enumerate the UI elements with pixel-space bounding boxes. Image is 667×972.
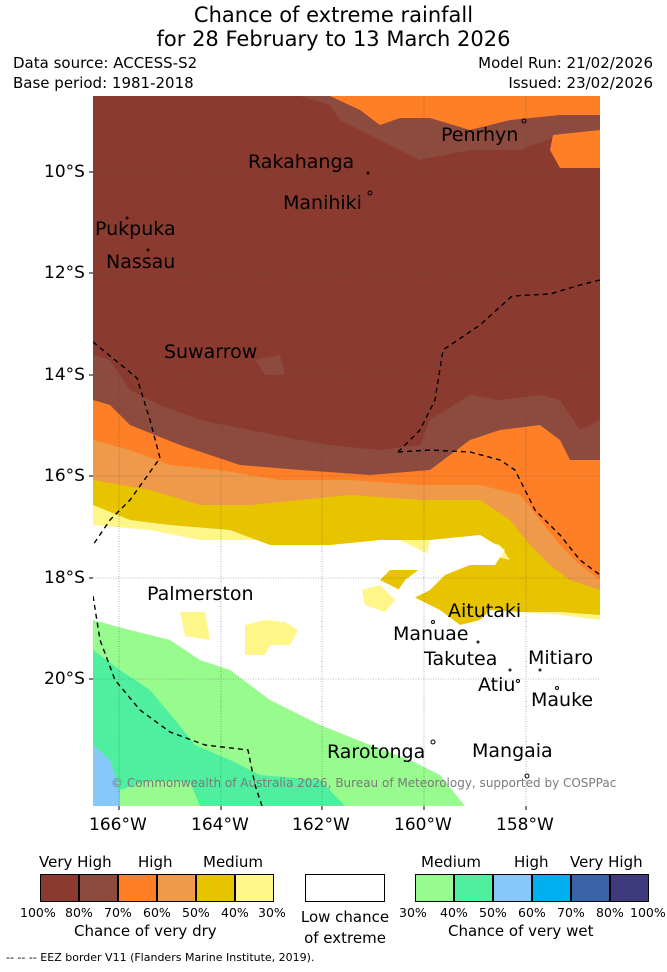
place-atiu: Atiu — [478, 674, 516, 696]
eez-border — [93, 279, 600, 806]
wet-header-medium: Medium — [421, 853, 481, 871]
wet-band-40 — [93, 650, 345, 806]
place-manihiki: Manihiki — [283, 192, 362, 214]
wet-swatch-70-80 — [571, 874, 610, 902]
model-run: Model Run: 21/02/2026 — [478, 54, 653, 72]
lon-tick-164w: 164°W — [191, 815, 249, 835]
probability-fields — [93, 96, 600, 806]
place-nassau: Nassau — [106, 251, 176, 273]
lat-tick-14s: 14°S — [44, 365, 85, 385]
place-suwarrow: Suwarrow — [164, 341, 258, 363]
wet-header-very-high: Very High — [570, 853, 643, 871]
place-penrhyn: Penrhyn — [441, 124, 519, 146]
dry-swatch-70-80 — [79, 874, 118, 902]
wet-pct-2: 50% — [479, 905, 507, 920]
lon-tick-162w: 162°W — [292, 815, 350, 835]
base-period: Base period: 1981-2018 — [13, 74, 194, 92]
place-manuae: Manuae — [393, 623, 469, 645]
wet-pct-4: 70% — [557, 905, 585, 920]
lon-tick-160w: 160°W — [394, 815, 452, 835]
neutral-swatch — [305, 874, 385, 902]
dry-swatch-30-40 — [235, 874, 274, 902]
wet-swatch-60-70 — [532, 874, 571, 902]
lat-tick-12s: 12°S — [44, 263, 85, 283]
place-rakahanga: Rakahanga — [248, 151, 355, 173]
lon-tick-166w: 166°W — [89, 815, 147, 835]
map-title-line1: Chance of extreme rainfall — [193, 3, 474, 27]
dry-swatch-60-70 — [118, 874, 157, 902]
axis-ticks — [89, 171, 527, 810]
dry-pct-3: 60% — [143, 905, 171, 920]
dry-pct-1: 80% — [65, 905, 93, 920]
place-rarotonga: Rarotonga — [327, 741, 426, 763]
dry-header-medium: Medium — [203, 853, 263, 871]
copyright-notice: © Commonwealth of Australia 2026, Bureau… — [111, 776, 617, 790]
dry-pct-4: 50% — [182, 905, 210, 920]
wet-swatch-40-50 — [454, 874, 493, 902]
wet-pct-3: 60% — [518, 905, 546, 920]
dry-swatch-50-60 — [157, 874, 196, 902]
dry-header-very-high: Very High — [39, 853, 112, 871]
dry-header-high: High — [138, 853, 173, 871]
data-source: Data source: ACCESS-S2 — [13, 54, 198, 72]
place-mitiaro: Mitiaro — [528, 647, 594, 669]
wet-pct-0: 30% — [399, 905, 427, 920]
dry-pct-2: 70% — [104, 905, 132, 920]
wet-pct-5: 80% — [596, 905, 624, 920]
wet-legend-title: Chance of very wet — [448, 922, 594, 940]
place-takutea: Takutea — [424, 648, 498, 670]
wet-swatch-30-40 — [415, 874, 454, 902]
dry-legend-title: Chance of very dry — [74, 922, 217, 940]
wet-pct-1: 40% — [440, 905, 468, 920]
lat-tick-18s: 18°S — [44, 568, 85, 588]
dry-swatch-40-50 — [196, 874, 235, 902]
place-mauke: Mauke — [531, 689, 594, 711]
dry-patch-40 — [180, 612, 210, 640]
lat-tick-10s: 10°S — [44, 162, 85, 182]
eez-note: -- -- -- EEZ border V11 (Flanders Marine… — [6, 951, 315, 964]
place-aitutaki: Aitutaki — [448, 600, 522, 622]
place-mangaia: Mangaia — [472, 740, 553, 762]
dry-pct-6: 30% — [258, 905, 286, 920]
lat-tick-20s: 20°S — [44, 669, 85, 689]
dry-swatch-80-100 — [40, 874, 79, 902]
wet-pct-6: 100% — [630, 905, 666, 920]
neutral-label-line2: of extreme — [304, 929, 386, 947]
lat-tick-16s: 16°S — [44, 466, 85, 486]
wet-header-high: High — [514, 853, 549, 871]
wet-band-50 — [93, 745, 120, 806]
neutral-label-line1: Low chance — [300, 908, 390, 926]
wet-swatch-80-100 — [610, 874, 649, 902]
lon-tick-158w: 158°W — [496, 815, 554, 835]
place-pukpuka: Pukpuka — [95, 218, 176, 240]
map-title-line2: for 28 February to 13 March 2026 — [156, 27, 511, 51]
place-palmerston: Palmerston — [147, 583, 254, 605]
issued-date: Issued: 23/02/2026 — [508, 74, 653, 92]
wet-swatch-50-60 — [493, 874, 532, 902]
dry-pct-0: 100% — [20, 905, 56, 920]
dry-pct-5: 40% — [221, 905, 249, 920]
